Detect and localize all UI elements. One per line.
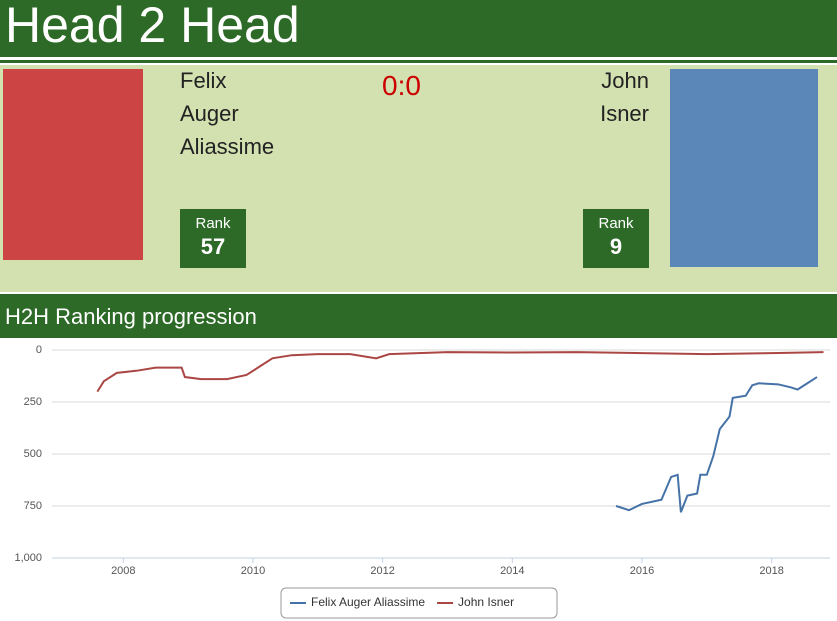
title-bar: Head 2 Head	[0, 0, 837, 57]
player-name: Felix Auger Aliassime	[180, 64, 274, 163]
rank-label: Rank	[598, 215, 634, 232]
player-photo	[3, 69, 143, 260]
x-tick-label: 2016	[630, 565, 654, 577]
name-line: Felix	[180, 68, 227, 93]
series-line	[615, 376, 818, 513]
legend-box	[280, 587, 558, 619]
rank-value: 9	[609, 234, 623, 259]
rank-label: Rank	[195, 215, 231, 232]
page-title: Head 2 Head	[5, 0, 300, 53]
y-tick-label: 750	[24, 500, 42, 512]
section-title: H2H Ranking progression	[5, 304, 257, 329]
x-tick-label: 2008	[111, 565, 135, 577]
name-line: Aliassime	[180, 134, 275, 159]
player-photo	[670, 69, 818, 267]
rank-box: Rank 9	[583, 209, 649, 268]
y-tick-label: 0	[36, 344, 42, 356]
y-tick-label: 500	[24, 448, 42, 460]
series-line	[96, 351, 824, 393]
player-name: John Isner	[600, 64, 649, 130]
divider	[0, 60, 837, 63]
chart: 0 250 500 750 1,000 2008 2010 2012 2014 2016 2018 F…	[14, 344, 830, 619]
x-tick-label: 2012	[370, 565, 394, 577]
legend-label: John Isner	[458, 595, 514, 609]
rank-value: 57	[200, 234, 226, 259]
name-line: Auger	[180, 101, 239, 126]
y-tick-label: 1,000	[14, 552, 42, 564]
y-tick-label: 250	[24, 396, 42, 408]
legend-label: Felix Auger Aliassime	[311, 595, 425, 609]
name-line: John	[601, 68, 649, 93]
x-tick-label: 2014	[500, 565, 524, 577]
x-tick-label: 2010	[241, 565, 265, 577]
x-tick-label: 2018	[759, 565, 783, 577]
section-bar: H2H Ranking progression	[0, 294, 837, 338]
score: 0:0	[382, 70, 421, 101]
rank-box: Rank 57	[180, 209, 246, 268]
name-line: Isner	[600, 101, 649, 126]
